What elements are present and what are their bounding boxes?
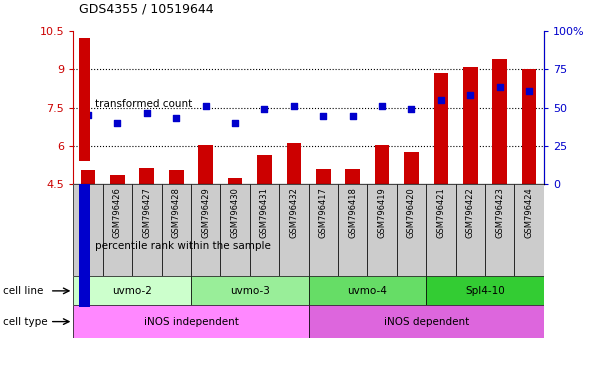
Text: GSM796431: GSM796431 <box>260 187 269 238</box>
Bar <box>338 184 367 276</box>
Text: iNOS dependent: iNOS dependent <box>384 316 469 327</box>
Text: GSM796432: GSM796432 <box>290 187 298 238</box>
Point <box>406 106 416 112</box>
Point <box>83 112 93 118</box>
Point <box>260 106 269 112</box>
Point <box>377 103 387 109</box>
Text: percentile rank within the sample: percentile rank within the sample <box>95 241 271 251</box>
Bar <box>375 145 389 184</box>
Bar <box>79 184 90 307</box>
Point <box>112 120 122 126</box>
Bar <box>309 276 426 305</box>
Text: GDS4355 / 10519644: GDS4355 / 10519644 <box>79 2 214 15</box>
Bar <box>191 184 221 276</box>
Bar <box>309 184 338 276</box>
Text: GSM796419: GSM796419 <box>378 187 387 238</box>
Text: GSM796423: GSM796423 <box>495 187 504 238</box>
Point <box>495 84 505 90</box>
Bar <box>522 69 536 184</box>
Bar <box>199 145 213 184</box>
Text: transformed count: transformed count <box>95 99 192 109</box>
Point <box>524 88 534 94</box>
Bar <box>456 184 485 276</box>
Bar <box>79 38 90 161</box>
Text: iNOS independent: iNOS independent <box>144 316 238 327</box>
Point <box>436 97 446 103</box>
Bar <box>514 184 544 276</box>
Point <box>201 103 211 109</box>
Bar <box>404 152 419 184</box>
Bar <box>73 184 103 276</box>
Text: GSM796417: GSM796417 <box>319 187 327 238</box>
Text: Spl4-10: Spl4-10 <box>465 286 505 296</box>
Bar <box>228 178 243 184</box>
Text: GSM796424: GSM796424 <box>525 187 533 238</box>
Bar <box>492 59 507 184</box>
Bar <box>132 184 161 276</box>
Bar <box>169 170 183 184</box>
Bar <box>485 184 514 276</box>
Bar <box>316 169 331 184</box>
Bar <box>110 175 125 184</box>
Text: uvmo-3: uvmo-3 <box>230 286 269 296</box>
Point <box>142 109 152 116</box>
Bar <box>139 168 154 184</box>
Point <box>171 115 181 121</box>
Point <box>289 103 299 109</box>
Bar <box>279 184 309 276</box>
Bar <box>426 276 544 305</box>
Text: GSM796422: GSM796422 <box>466 187 475 238</box>
Text: cell type: cell type <box>3 316 48 327</box>
Text: GSM796420: GSM796420 <box>407 187 416 238</box>
Point <box>318 113 328 119</box>
Text: GSM796429: GSM796429 <box>201 187 210 238</box>
Bar <box>81 170 95 184</box>
Bar <box>161 184 191 276</box>
Bar <box>191 276 309 305</box>
Point <box>230 120 240 126</box>
Bar <box>426 184 456 276</box>
Bar <box>463 66 478 184</box>
Bar <box>257 155 272 184</box>
Text: GSM796421: GSM796421 <box>436 187 445 238</box>
Text: uvmo-4: uvmo-4 <box>348 286 387 296</box>
Bar <box>345 169 360 184</box>
Point <box>466 92 475 98</box>
Point <box>348 113 357 119</box>
Bar <box>397 184 426 276</box>
Bar <box>367 184 397 276</box>
Text: GSM796430: GSM796430 <box>230 187 240 238</box>
Text: GSM796418: GSM796418 <box>348 187 357 238</box>
Text: uvmo-2: uvmo-2 <box>112 286 152 296</box>
Text: cell line: cell line <box>3 286 43 296</box>
Bar <box>434 73 448 184</box>
Text: GSM796427: GSM796427 <box>142 187 152 238</box>
Bar <box>73 276 191 305</box>
Bar <box>221 184 250 276</box>
Bar <box>103 184 132 276</box>
Bar <box>73 305 309 338</box>
Text: GSM796426: GSM796426 <box>113 187 122 238</box>
Text: GSM796428: GSM796428 <box>172 187 181 238</box>
Bar <box>309 305 544 338</box>
Text: GSM796425: GSM796425 <box>84 187 92 238</box>
Bar <box>287 143 301 184</box>
Bar <box>250 184 279 276</box>
